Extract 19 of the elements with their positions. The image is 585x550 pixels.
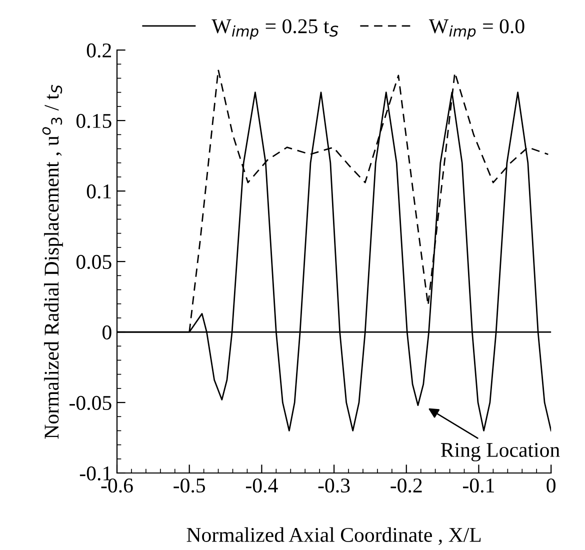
y-axis-title: Normalized Radial Displacement , u$^{o}$$_{3}$ / t$_{S}$ <box>42 84 63 439</box>
x-tick-label: -0.6 <box>101 478 133 493</box>
annotation: Ring Location <box>440 443 560 462</box>
y-tick-label: 0.05 <box>76 254 112 270</box>
y-tick-label: 0 <box>102 325 112 340</box>
x-tick-label: -0.3 <box>318 478 350 493</box>
legend-label: W$_{imp}$ = 0.0 <box>428 19 524 40</box>
x-tick-label: -0.2 <box>390 478 422 493</box>
x-tick-label: 0 <box>546 478 556 493</box>
y-tick-label: -0.05 <box>70 396 112 410</box>
y-tick-label: 0.1 <box>86 184 111 199</box>
y-tick-label: 0.15 <box>76 114 112 128</box>
legend-label: W$_{imp}$ = 0.25 t$_{S}$ <box>212 19 338 40</box>
x-tick-label: -0.5 <box>174 478 206 493</box>
x-tick-label: -0.1 <box>463 478 494 493</box>
x-tick-label: -0.4 <box>246 478 278 493</box>
x-axis-title: Normalized Axial Coordinate , X/L <box>186 527 481 545</box>
y-tick-label: -0.1 <box>80 466 111 481</box>
y-tick-label: 0.2 <box>86 43 111 58</box>
